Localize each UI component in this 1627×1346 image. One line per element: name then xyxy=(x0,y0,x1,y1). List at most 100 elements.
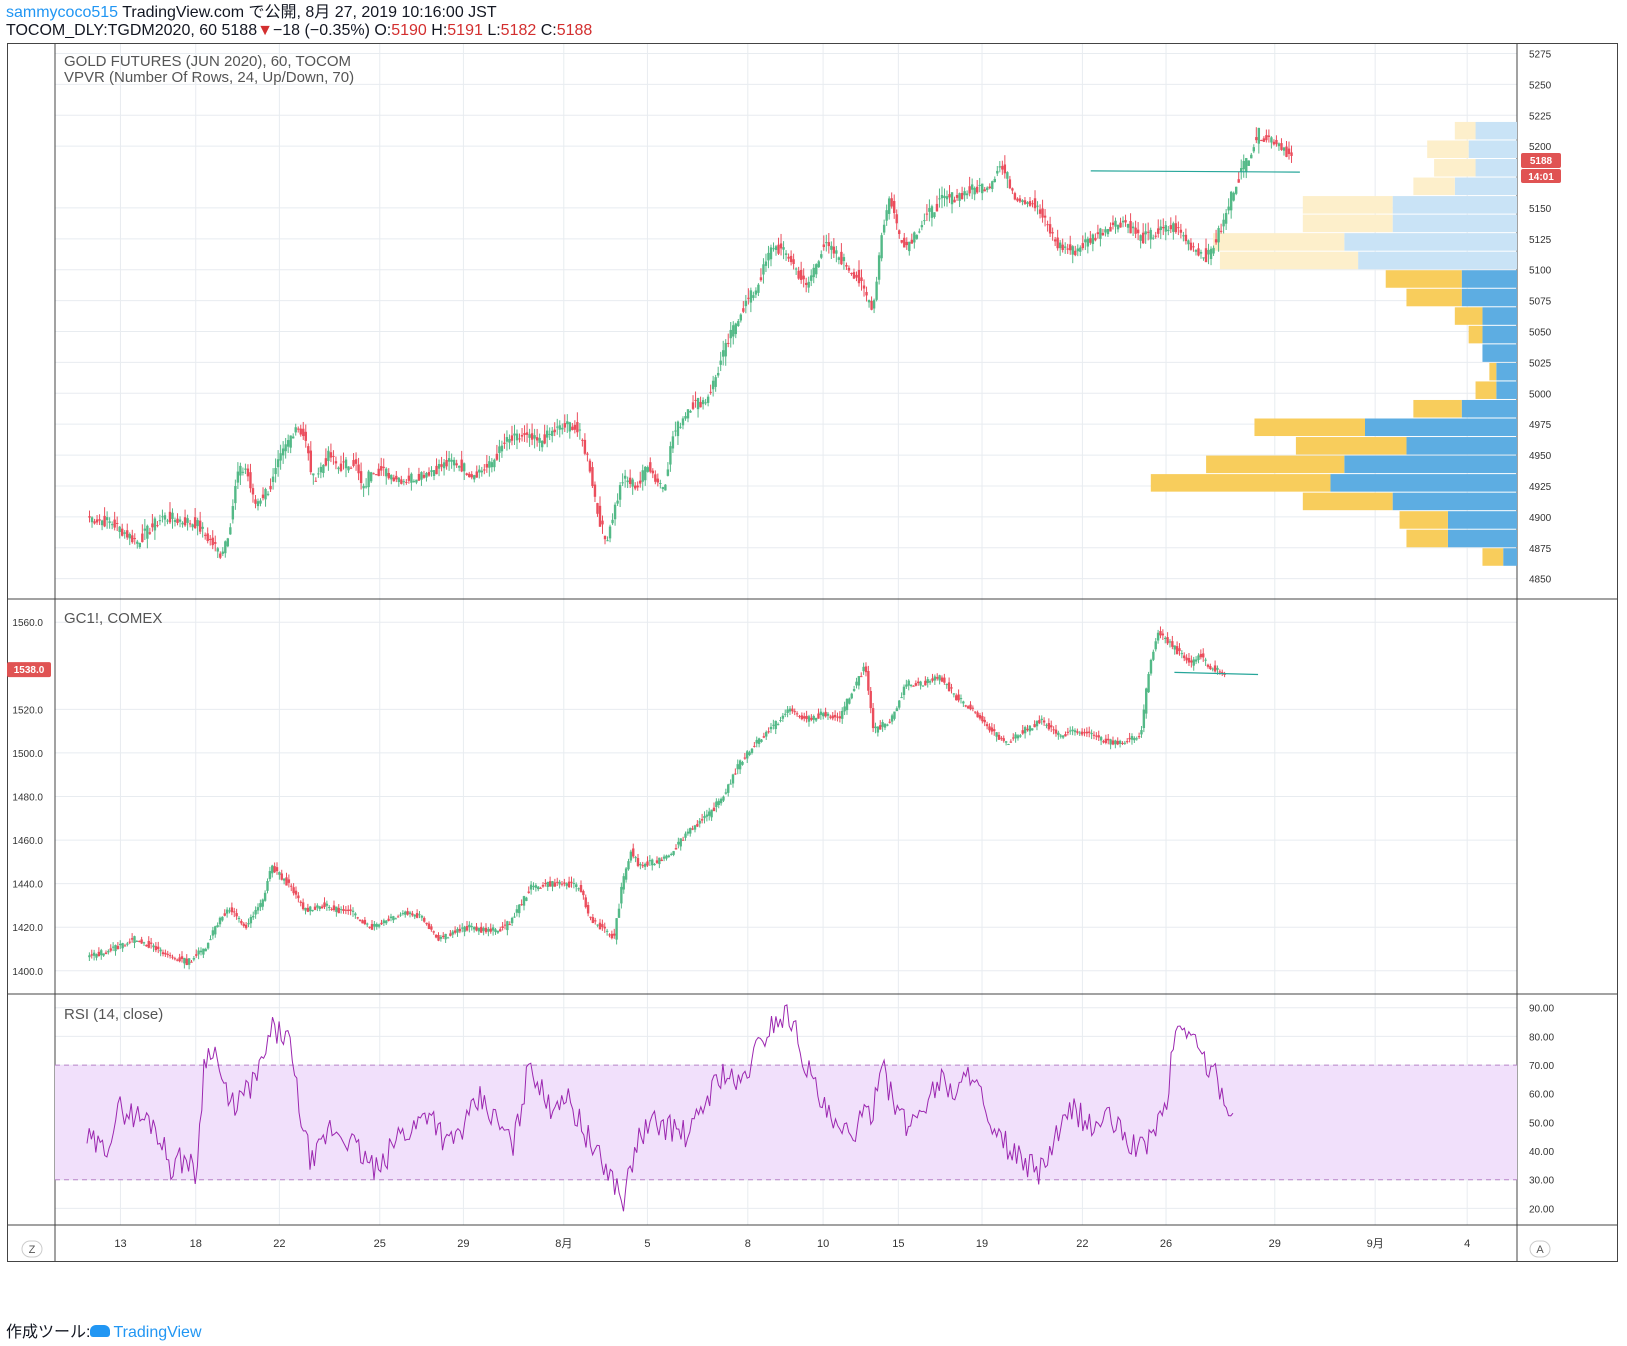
candle-body xyxy=(1109,739,1112,745)
candle-body xyxy=(1189,242,1193,250)
candle-body xyxy=(948,194,951,198)
candle-body xyxy=(981,716,984,722)
candle-body xyxy=(1197,655,1200,660)
candle-body xyxy=(1240,168,1243,173)
candle-body xyxy=(1018,198,1022,202)
candle-body xyxy=(100,950,103,956)
candle-body xyxy=(802,275,805,280)
candle-body xyxy=(880,235,883,259)
candle-body xyxy=(496,930,500,933)
candle-body xyxy=(445,459,448,467)
price-change: −18 (−0.35%) xyxy=(272,22,370,39)
candle-body xyxy=(867,671,870,691)
candle-body xyxy=(1204,248,1208,263)
auto-scale-button-label[interactable]: A xyxy=(1536,1244,1544,1256)
candle-body xyxy=(90,517,94,523)
volume-bar-up xyxy=(1468,140,1517,159)
candle-body xyxy=(632,848,635,857)
candle-body xyxy=(674,430,677,432)
candle-body xyxy=(919,681,922,686)
candle-body xyxy=(411,913,414,916)
candle-body xyxy=(648,860,652,862)
volume-bar-down xyxy=(1302,196,1393,214)
timezone-button-label[interactable]: Z xyxy=(29,1244,36,1256)
candle-body xyxy=(798,716,801,718)
candle-body xyxy=(651,859,654,866)
candle-body xyxy=(700,819,704,821)
candle-body xyxy=(1285,146,1288,157)
candle-body xyxy=(163,515,167,520)
candle-body xyxy=(835,250,838,254)
candle-body xyxy=(566,421,569,425)
candle-body xyxy=(874,726,877,729)
symbol-label[interactable]: TOCOM_DLY:TGDM2020, 60 xyxy=(6,22,218,39)
trendline xyxy=(1090,170,1300,173)
candle-body xyxy=(131,535,134,543)
candle-body xyxy=(686,831,690,834)
candle-body xyxy=(1152,237,1155,239)
candle-body xyxy=(1050,725,1053,728)
candle-body xyxy=(432,931,435,933)
candle-body xyxy=(206,533,209,542)
candle-body xyxy=(603,926,606,929)
candle-body xyxy=(711,380,715,390)
candle-body xyxy=(1111,740,1115,745)
candle-body xyxy=(103,515,106,527)
candle-body xyxy=(548,881,552,887)
x-tick-label: 19 xyxy=(976,1238,988,1250)
candle-body xyxy=(462,463,466,472)
candle-body xyxy=(729,783,732,785)
volume-bar-down xyxy=(1489,362,1497,381)
chart-border xyxy=(7,43,1618,1262)
candle-body xyxy=(553,882,557,887)
candle-body xyxy=(499,929,502,932)
candle-body xyxy=(1074,250,1077,256)
candle-body xyxy=(792,259,795,265)
candle-body xyxy=(214,542,217,544)
candle-body xyxy=(320,906,324,909)
author-link[interactable]: sammycoco515 xyxy=(6,4,119,21)
candle-body xyxy=(1282,147,1286,151)
candle-body xyxy=(427,923,431,929)
candle-body xyxy=(829,716,832,718)
candle-body xyxy=(749,290,753,303)
candle-body xyxy=(389,916,393,919)
candle-body xyxy=(701,400,705,405)
candle-body xyxy=(995,732,998,737)
candle-body xyxy=(430,926,433,930)
chart-area[interactable]: 13 18 22 25 29 8月 5 8 10 15 19 22 26 29 9月 4 5275 5250 522… xyxy=(7,43,1619,1311)
candle-body xyxy=(1159,226,1162,231)
candle-body xyxy=(722,350,725,357)
candle-body xyxy=(603,535,607,540)
rsi-series xyxy=(55,1004,1517,1212)
candle-body xyxy=(168,511,172,523)
candle-body xyxy=(1270,137,1273,143)
candle-body xyxy=(282,878,286,881)
candle-body xyxy=(952,693,956,695)
candle-body xyxy=(362,485,365,489)
candle-body xyxy=(191,524,194,528)
candle-body xyxy=(1277,143,1281,147)
candle-body xyxy=(533,435,536,439)
candle-body xyxy=(1090,732,1093,735)
candle-body xyxy=(1028,725,1032,732)
candle-body xyxy=(141,533,144,543)
candle-body xyxy=(855,681,858,686)
candle-body xyxy=(349,909,352,911)
tradingview-link[interactable]: TradingView xyxy=(113,1324,202,1341)
candle-body xyxy=(739,314,743,321)
candle-body xyxy=(437,463,441,469)
candle-body xyxy=(1166,637,1169,644)
candle-body xyxy=(373,923,376,927)
candle-body xyxy=(1046,224,1049,226)
candle-body xyxy=(886,724,889,726)
candle-body xyxy=(729,329,732,339)
candle-body xyxy=(1054,729,1058,734)
candle-body xyxy=(850,693,853,699)
candle-body xyxy=(147,940,150,948)
high-label: H: xyxy=(431,22,448,39)
candle-body xyxy=(837,257,841,260)
candle-body xyxy=(596,924,599,926)
candle-body xyxy=(983,189,986,192)
candle-body xyxy=(98,519,101,521)
